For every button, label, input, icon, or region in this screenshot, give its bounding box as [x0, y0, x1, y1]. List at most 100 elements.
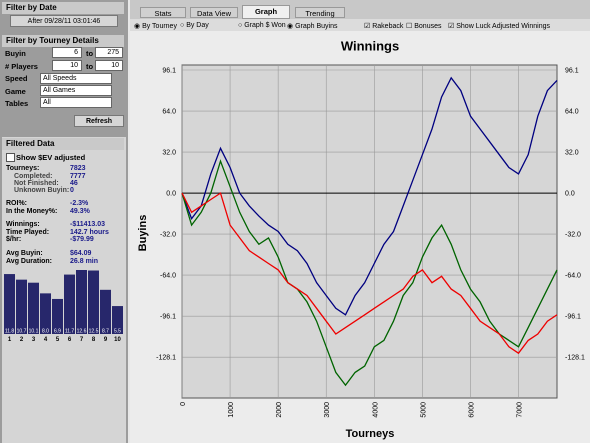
checkbox[interactable]: ☐ Bonuses — [406, 23, 442, 30]
stat-label: $/hr: — [6, 236, 22, 243]
x-tick-label: 2000 — [276, 402, 283, 418]
checkbox[interactable] — [6, 153, 15, 162]
label: Game — [5, 87, 26, 96]
x-tick-label: 6000 — [468, 402, 475, 418]
y-tick-label: 32.0 — [162, 150, 176, 157]
tab[interactable]: Trending — [295, 7, 345, 18]
x-axis-label: Tourneys — [346, 428, 395, 440]
option: Bonuses — [414, 23, 442, 30]
input[interactable]: 6 — [52, 47, 82, 58]
bar — [28, 282, 39, 334]
section-title: Filtered Data — [2, 138, 124, 150]
stat-label: ROI%: — [6, 200, 27, 207]
x-tick-label: 5000 — [420, 402, 427, 418]
bar-label: 8.0 — [42, 329, 49, 335]
chart-title: Winnings — [341, 38, 399, 53]
options-bar — [130, 19, 590, 31]
series-line — [181, 192, 558, 355]
stat-value: 26.8 min — [70, 258, 99, 265]
x-tick-label: 3 — [32, 337, 36, 343]
series-line — [181, 76, 558, 316]
sidebar: Filter by Date After 09/28/11 03:01:46 F… — [0, 0, 128, 443]
x-tick-label: 4000 — [372, 402, 379, 418]
radio[interactable]: ○ By Day — [180, 22, 209, 29]
radio-checked[interactable]: ◉ Graph Buyins — [287, 23, 338, 30]
stat-value: -$79.99 — [70, 236, 94, 243]
x-tick-label: 3000 — [324, 402, 331, 418]
label: Tables — [5, 99, 29, 108]
section-title: Filter by Date — [2, 2, 124, 14]
bar-label: 8.7 — [102, 329, 109, 335]
chart: Winnings Buyins Tourneys 0 1000 2000 3000 40… — [130, 31, 590, 443]
tab[interactable]: Stats — [140, 7, 186, 18]
bar — [64, 274, 75, 334]
radio[interactable]: ○ Graph $ Won — [238, 22, 286, 29]
stat-label: Not Finished: — [14, 180, 59, 187]
y-tick-label: 64.0 — [162, 109, 176, 116]
y-tick-label-right: 64.0 — [565, 109, 579, 116]
label: Speed — [5, 74, 28, 83]
y-tick-label-right: 0.0 — [565, 191, 575, 198]
bar — [52, 298, 63, 334]
bar — [16, 279, 27, 334]
y-tick-label-right: 96.1 — [565, 67, 579, 74]
x-tick-label: 1000 — [228, 402, 235, 418]
checkbox-checked[interactable]: ☑ Rakeback — [364, 23, 404, 30]
option: By Day — [186, 22, 209, 29]
y-axis-label: Buyins — [137, 215, 149, 252]
x-tick-label: 7 — [80, 337, 84, 343]
input[interactable]: 10 — [95, 60, 123, 71]
stat-value: 142.7 hours — [70, 229, 109, 236]
x-tick-label: 4 — [44, 337, 48, 343]
stat-value: 7823 — [70, 165, 86, 172]
stat-value: 49.3% — [70, 208, 90, 215]
tab[interactable]: Graph — [242, 5, 290, 19]
y-tick-label-right: -64.0 — [565, 273, 581, 280]
label: # Players — [5, 62, 38, 71]
label: Buyin — [5, 49, 26, 58]
x-tick-label: 8 — [92, 337, 96, 343]
x-tick-label: 7000 — [517, 402, 524, 418]
section-title: Filter by Tourney Details — [2, 35, 124, 47]
dropdown[interactable]: All Games — [40, 85, 112, 96]
bar-label: 10.7 — [17, 329, 27, 335]
checkbox-checked[interactable]: ☑ Show Luck Adjusted Winnings — [448, 23, 551, 30]
x-tick-label: 0 — [180, 402, 187, 406]
bar — [40, 293, 51, 334]
bar — [112, 306, 123, 334]
option: Graph Buyins — [295, 23, 338, 30]
x-tick-label: 1 — [8, 337, 12, 343]
bar — [100, 289, 111, 334]
stat-label: Avg Duration: — [6, 258, 53, 265]
label: Show $EV adjusted — [16, 153, 86, 162]
dropdown[interactable]: All — [40, 97, 112, 108]
bar-label: 12.5 — [89, 329, 99, 335]
x-tick-label: 10 — [114, 337, 121, 343]
x-tick-label: 6 — [68, 337, 72, 343]
stat-label: Tourneys: — [6, 165, 40, 172]
option: By Tourney — [142, 23, 177, 30]
option: Graph $ Won — [244, 22, 286, 29]
histogram: 11.8 1 10.7 2 10.1 3 8.0 4 6.9 5 11.7 6 12.6 7 12.5 8 8.… — [4, 270, 123, 343]
refresh-button[interactable]: Refresh — [74, 115, 124, 127]
bar-label: 6.9 — [54, 329, 61, 335]
y-tick-label: -128.1 — [156, 355, 176, 362]
stat-label: Winnings: — [6, 221, 40, 228]
bar — [76, 270, 87, 334]
stat-label: Time Played: — [6, 229, 50, 236]
dropdown[interactable]: All Speeds — [40, 73, 112, 84]
radio-checked[interactable]: ◉ By Tourney — [134, 23, 177, 30]
date-button[interactable]: After 09/28/11 03:01:46 — [10, 15, 118, 27]
stat-value: -$11413.03 — [70, 221, 106, 228]
stat-value: 7777 — [70, 173, 86, 180]
bar-label: 5.5 — [114, 329, 121, 335]
stat-label: In the Money%: — [6, 208, 58, 215]
y-tick-label-right: -128.1 — [565, 355, 585, 362]
tab[interactable]: Data View — [190, 7, 238, 18]
label: to — [86, 62, 94, 71]
y-tick-label-right: 32.0 — [565, 150, 579, 157]
y-tick-label-right: -32.0 — [565, 232, 581, 239]
input[interactable]: 10 — [52, 60, 82, 71]
input[interactable]: 275 — [95, 47, 123, 58]
